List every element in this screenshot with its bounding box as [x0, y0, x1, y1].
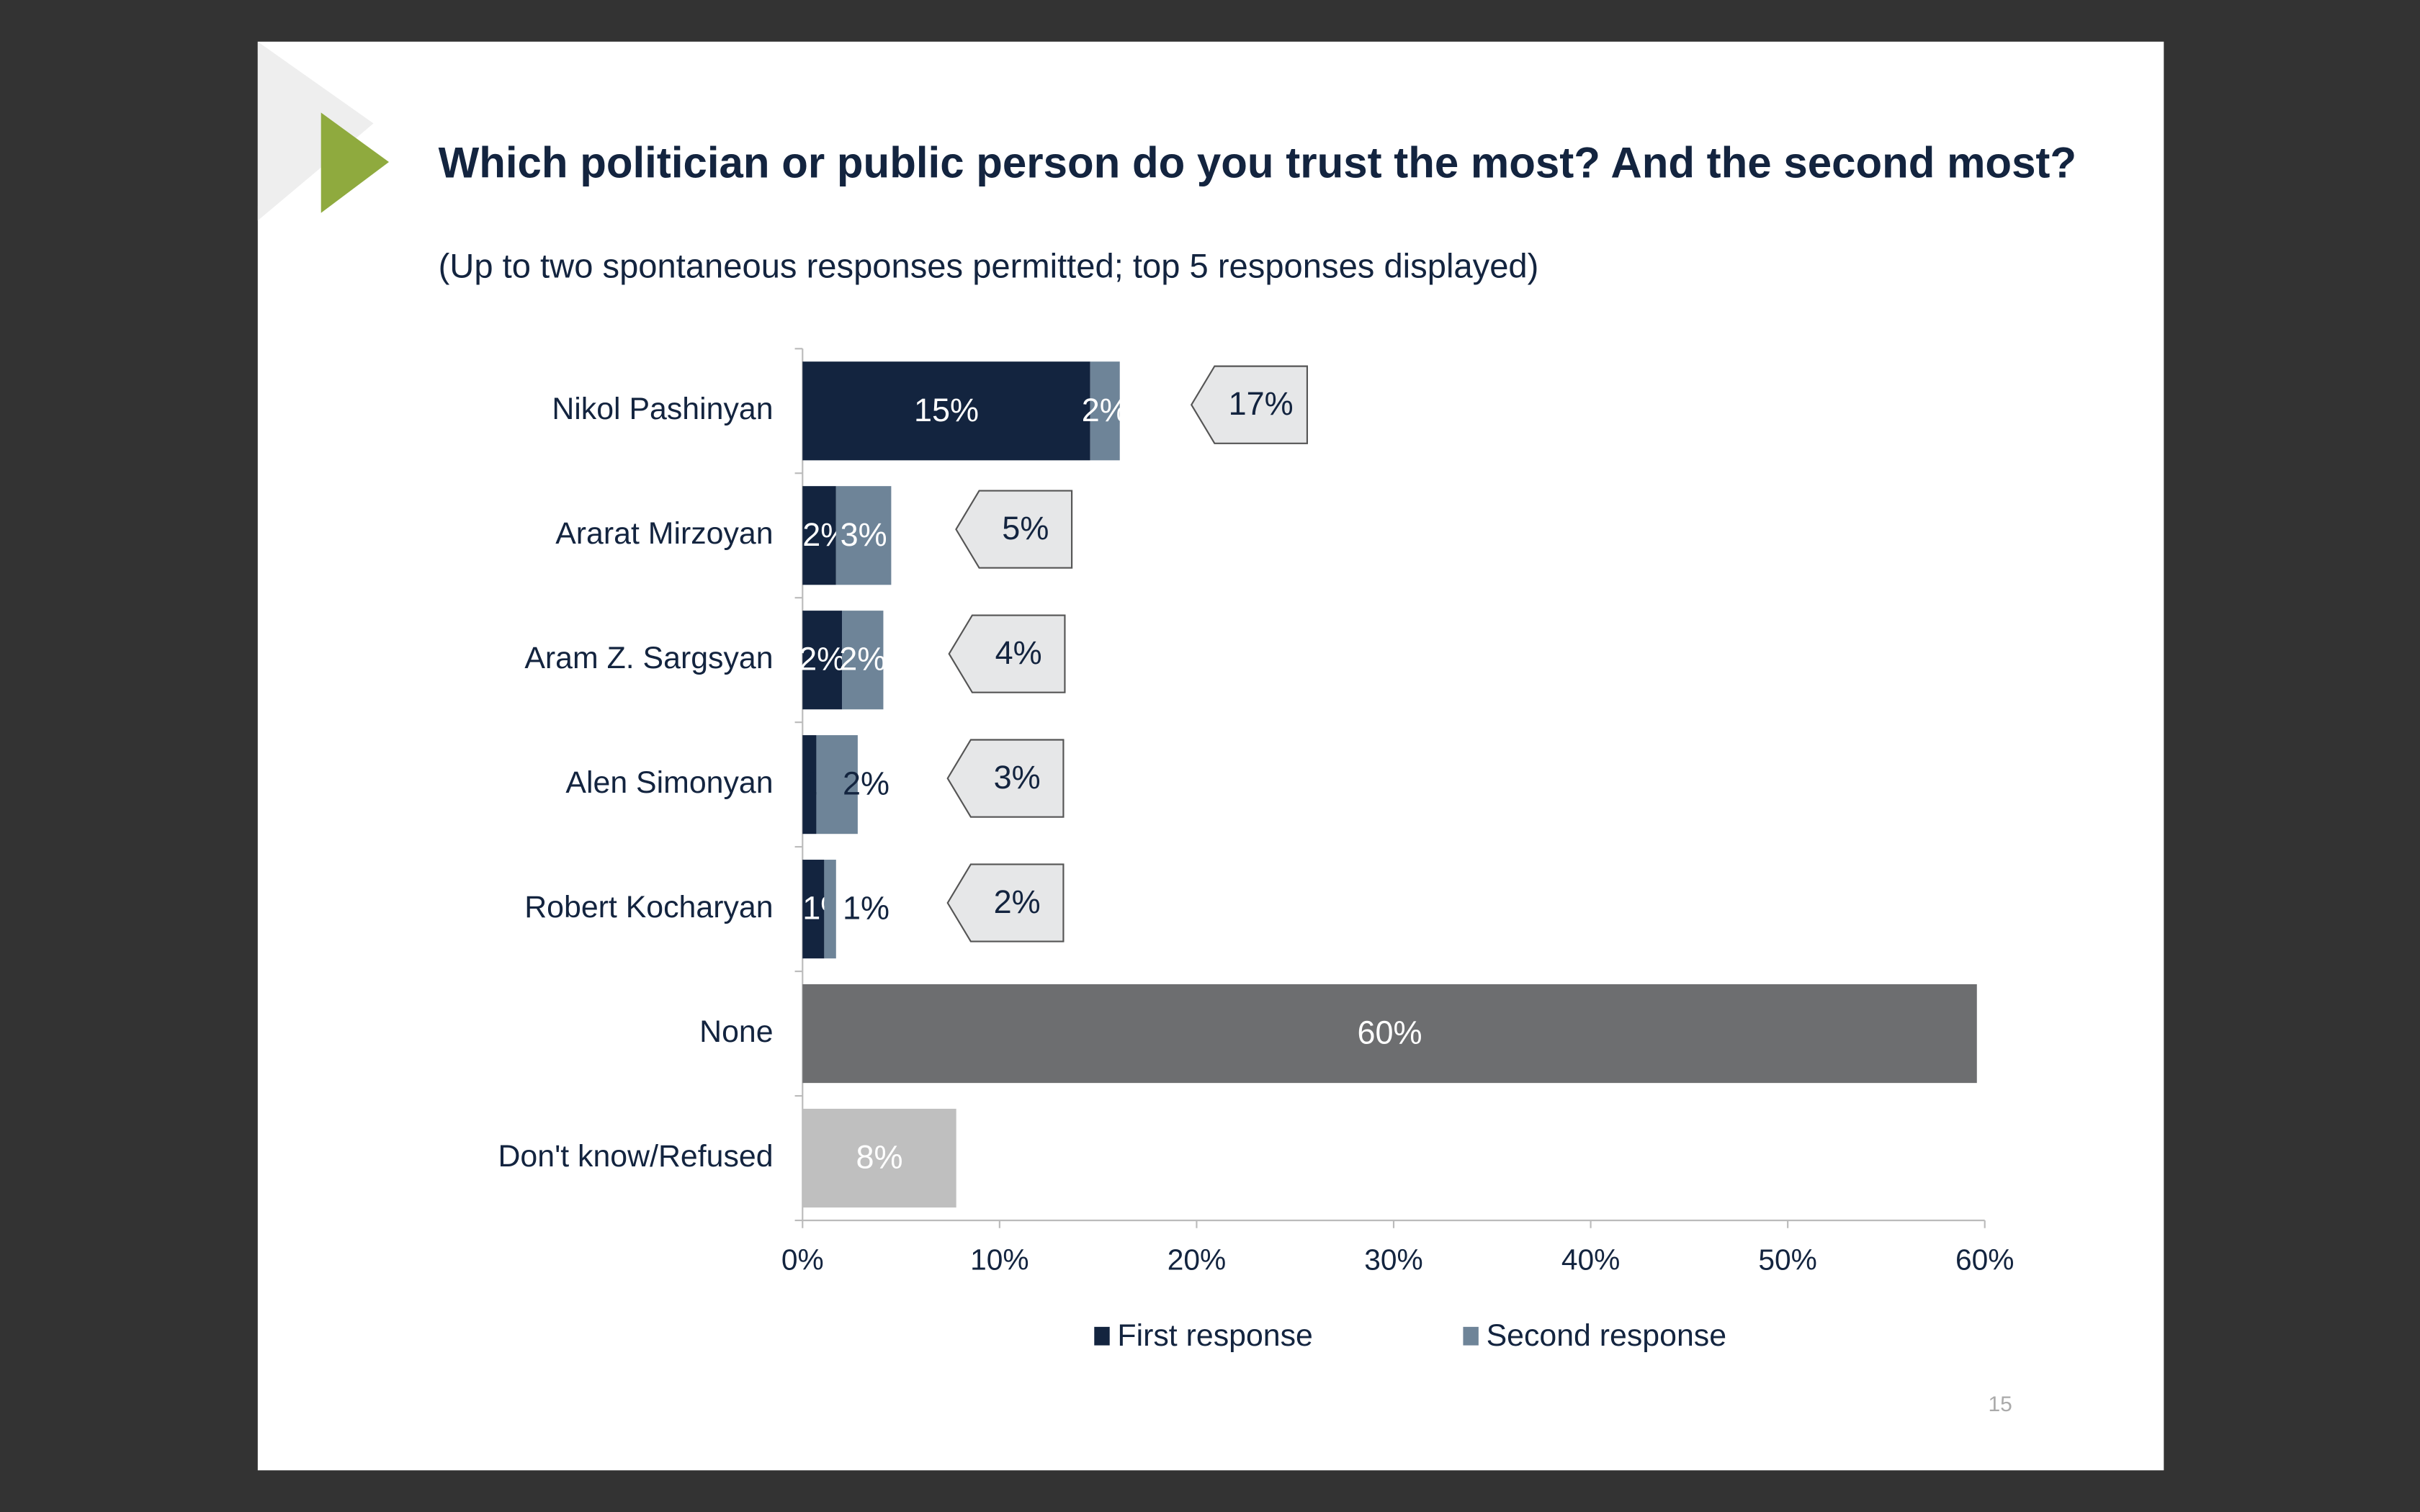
data-label: 1% — [843, 890, 889, 927]
bar-segment — [802, 984, 1977, 1084]
x-tick-label: 30% — [1364, 1243, 1422, 1277]
x-tick-label: 50% — [1758, 1243, 1816, 1277]
bar-segment — [816, 735, 858, 834]
x-tick-label: 20% — [1168, 1243, 1226, 1277]
data-label: 2% — [1082, 392, 1129, 428]
data-label: 60% — [1357, 1014, 1422, 1051]
bar-segment — [802, 735, 817, 834]
legend-swatch — [1094, 1326, 1110, 1346]
category-label: Robert Kocharyan — [524, 890, 773, 924]
category-label: Nikol Pashinyan — [552, 392, 773, 426]
bar-segment — [842, 611, 884, 710]
total-label: 17% — [1229, 385, 1294, 422]
total-label: 5% — [1002, 510, 1049, 546]
category-label: Alen Simonyan — [565, 765, 773, 800]
bar-segment — [802, 486, 836, 585]
total-callout — [1190, 365, 1309, 444]
data-label: 2% — [839, 641, 886, 678]
total-callout — [946, 863, 1065, 942]
data-label: 3% — [841, 516, 887, 553]
legend-swatch — [1463, 1326, 1479, 1346]
bar-segment — [802, 611, 842, 710]
bar-segment — [802, 860, 825, 959]
decor-triangle — [257, 41, 374, 221]
total-callout — [948, 614, 1066, 693]
category-label: Ararat Mirzoyan — [555, 516, 773, 551]
category-label: None — [699, 1014, 773, 1049]
total-callout — [955, 490, 1073, 569]
bar-segment — [835, 486, 892, 585]
x-tick-label: 40% — [1561, 1243, 1620, 1277]
data-label: 15% — [914, 392, 979, 428]
bar-segment — [802, 361, 1090, 461]
bar-segment — [802, 1108, 956, 1208]
decor-arrow — [321, 112, 389, 213]
legend-label: First response — [1117, 1318, 1312, 1353]
bar-segment — [1090, 361, 1120, 461]
total-callout — [946, 739, 1065, 818]
chart-title: Which politician or public person do you… — [438, 138, 2077, 187]
bar-segment — [824, 860, 836, 959]
total-label: 2% — [994, 883, 1041, 920]
page-number: 15 — [1988, 1392, 2012, 1416]
x-tick-label: 60% — [1955, 1243, 2014, 1277]
legend-label: Second response — [1487, 1318, 1726, 1353]
category-label: Don't know/Refused — [498, 1139, 773, 1174]
category-label: Aram Z. Sargsyan — [524, 641, 773, 675]
x-tick-label: 0% — [781, 1243, 824, 1277]
data-label: 2% — [843, 765, 889, 802]
data-label: 2% — [799, 641, 846, 678]
slide — [257, 41, 2164, 1471]
chart-subtitle: (Up to two spontaneous responses permitt… — [438, 246, 1539, 286]
x-tick-label: 10% — [970, 1243, 1028, 1277]
data-label: 8% — [856, 1139, 902, 1176]
total-label: 4% — [995, 634, 1042, 671]
total-label: 3% — [994, 759, 1041, 796]
